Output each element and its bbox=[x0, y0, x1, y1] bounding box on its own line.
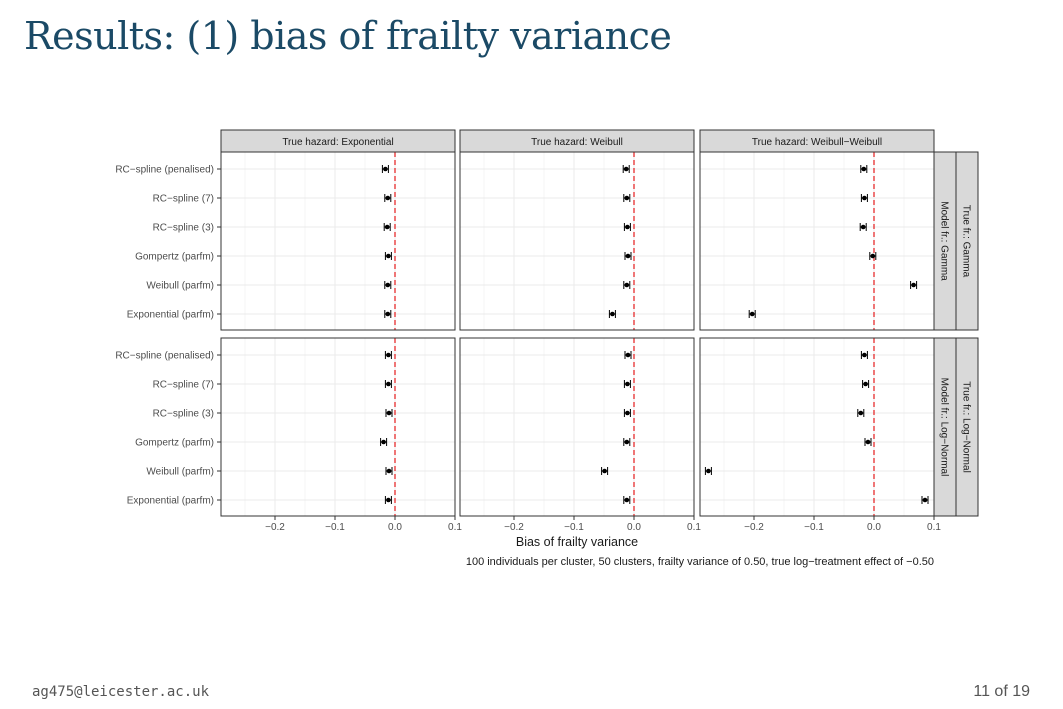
estimate-point bbox=[624, 497, 630, 503]
estimate-point bbox=[385, 195, 391, 201]
y-tick-label: RC−spline (3) bbox=[153, 409, 214, 420]
estimate-point bbox=[861, 166, 867, 172]
estimate-point bbox=[922, 497, 928, 503]
x-tick-label: 0.1 bbox=[687, 522, 701, 533]
estimate-point bbox=[384, 224, 390, 230]
estimate-point bbox=[911, 282, 916, 288]
panel-border bbox=[220, 337, 456, 517]
estimate-point bbox=[858, 410, 864, 416]
y-tick-label: RC−spline (penalised) bbox=[115, 351, 214, 362]
estimate-point bbox=[865, 439, 871, 445]
row-strip-true-frailty-box bbox=[955, 151, 979, 331]
panel-background bbox=[700, 152, 934, 330]
estimate-point bbox=[386, 468, 392, 474]
estimate-point bbox=[610, 311, 615, 317]
y-tick-label: RC−spline (penalised) bbox=[115, 165, 214, 176]
estimate-point bbox=[706, 468, 711, 474]
panel-background bbox=[460, 338, 694, 516]
y-tick-label: RC−spline (7) bbox=[153, 194, 214, 205]
y-tick-label: Weibull (parfm) bbox=[146, 281, 214, 292]
row-strip-true-frailty: True fr.: Gamma bbox=[961, 205, 972, 278]
panel-border bbox=[459, 337, 695, 517]
estimate-point bbox=[383, 166, 388, 172]
x-tick-label: 0.0 bbox=[867, 522, 881, 533]
estimate-point bbox=[386, 381, 391, 387]
estimate-point bbox=[862, 352, 867, 358]
y-tick-label: Exponential (parfm) bbox=[127, 496, 214, 507]
x-tick-label: −0.1 bbox=[325, 522, 345, 533]
x-tick-label: −0.2 bbox=[744, 522, 764, 533]
x-tick-label: 0.0 bbox=[388, 522, 402, 533]
x-tick-label: −0.2 bbox=[504, 522, 524, 533]
page-number: 11 of 19 bbox=[973, 683, 1030, 700]
row-strip-model-frailty: Model fr.: Log−Normal bbox=[939, 378, 950, 477]
estimate-point bbox=[624, 282, 630, 288]
estimate-point bbox=[625, 381, 630, 387]
x-tick-label: −0.1 bbox=[804, 522, 824, 533]
row-strip-true-frailty: True fr.: Log−Normal bbox=[961, 381, 972, 473]
x-tick-label: −0.2 bbox=[265, 522, 285, 533]
x-tick-label: 0.1 bbox=[448, 522, 462, 533]
column-strip-label: True hazard: Weibull−Weibull bbox=[752, 137, 882, 148]
row-strip-true-frailty-box bbox=[955, 337, 979, 517]
estimate-point bbox=[862, 195, 867, 201]
estimate-point bbox=[385, 282, 391, 288]
x-axis-title: Bias of frailty variance bbox=[516, 535, 638, 549]
panel-border bbox=[459, 151, 695, 331]
estimate-point bbox=[863, 381, 868, 387]
y-tick-label: RC−spline (7) bbox=[153, 380, 214, 391]
x-tick-label: 0.1 bbox=[927, 522, 941, 533]
y-tick-label: Weibull (parfm) bbox=[146, 467, 214, 478]
estimate-point bbox=[625, 224, 630, 230]
estimate-point bbox=[386, 352, 391, 358]
y-tick-label: Gompertz (parfm) bbox=[135, 438, 214, 449]
x-tick-label: −0.1 bbox=[564, 522, 584, 533]
panel-background bbox=[700, 338, 934, 516]
chart-caption: 100 individuals per cluster, 50 clusters… bbox=[466, 556, 934, 568]
panel-background bbox=[460, 152, 694, 330]
panel-background bbox=[221, 338, 455, 516]
row-strip-model-frailty: Model fr.: Gamma bbox=[939, 201, 950, 281]
estimate-point bbox=[625, 352, 631, 358]
y-tick-label: Gompertz (parfm) bbox=[135, 252, 214, 263]
column-strip-label: True hazard: Exponential bbox=[282, 137, 393, 148]
estimate-point bbox=[625, 253, 631, 259]
estimate-point bbox=[624, 195, 630, 201]
column-strip-label: True hazard: Weibull bbox=[531, 137, 623, 148]
slide-title: Results: (1) bias of frailty variance bbox=[24, 14, 672, 58]
y-tick-label: RC−spline (3) bbox=[153, 223, 214, 234]
author-email: ag475@leicester.ac.uk bbox=[32, 684, 210, 700]
estimate-point bbox=[749, 311, 755, 317]
estimate-point bbox=[385, 311, 391, 317]
x-tick-label: 0.0 bbox=[627, 522, 641, 533]
panel-border bbox=[220, 151, 456, 331]
estimate-point bbox=[623, 166, 629, 172]
estimate-point bbox=[386, 253, 391, 259]
estimate-point bbox=[624, 439, 630, 445]
estimate-point bbox=[870, 253, 876, 259]
estimate-point bbox=[381, 439, 386, 445]
estimate-point bbox=[625, 410, 630, 416]
estimate-point bbox=[386, 410, 392, 416]
estimate-point bbox=[860, 224, 866, 230]
y-tick-label: Exponential (parfm) bbox=[127, 310, 214, 321]
estimate-point bbox=[386, 497, 391, 503]
panel-background bbox=[221, 152, 455, 330]
estimate-point bbox=[602, 468, 607, 474]
